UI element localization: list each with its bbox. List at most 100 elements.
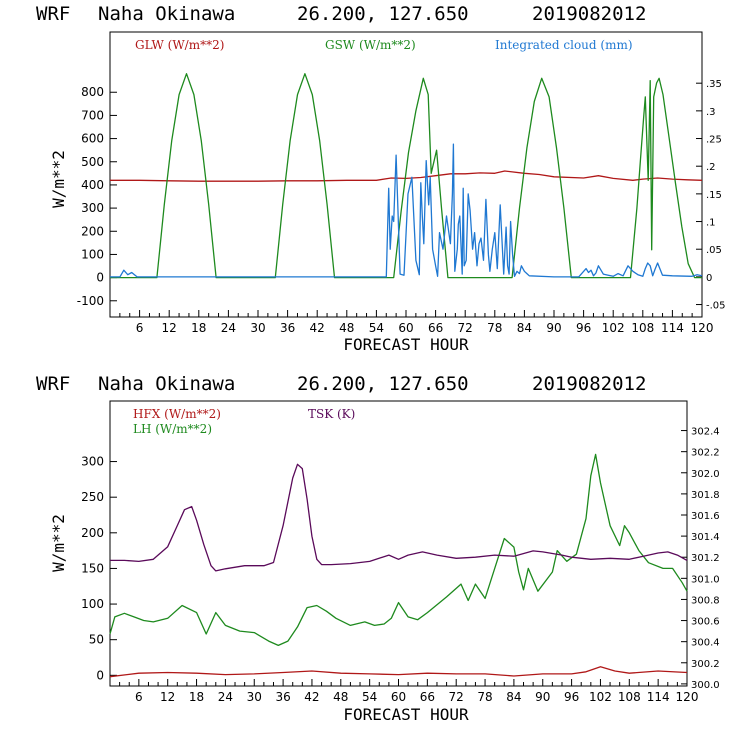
panel2-frame: 6 12 18 24 30 36 42 48 54 60 66 72 78 84 90 96 102 108 114… (81, 400, 720, 704)
panel2-x-tick-label: 30 (247, 690, 262, 704)
panel2-y-axis-label: W/m**2 (49, 514, 68, 572)
panel2-y2-tick-label: 300.4 (691, 638, 720, 649)
panel2-header-run: 2019082012 (532, 373, 646, 395)
panel1-x-tick-label: 114 (661, 321, 684, 335)
panel1-x-axis-label: FORECAST HOUR (343, 335, 469, 354)
panel1-y-axis-label: W/m**2 (49, 150, 68, 208)
panel1-y2-tick-label: .1 (706, 218, 716, 229)
panel1-y-tick-label: 500 (81, 155, 104, 169)
panel1-y2-tick-label: .35 (706, 79, 722, 90)
panel1-x-tick-label: 120 (691, 321, 714, 335)
panel1-y2-tick-label: 0 (706, 273, 712, 284)
panel1-x-tick-label: 18 (191, 321, 206, 335)
panel1-x-tick-label: 72 (458, 321, 473, 335)
panel1-header-model: WRF (36, 3, 70, 25)
panel1-y2-tick-label: .2 (706, 162, 716, 173)
panel1-x-tick-label: 108 (631, 321, 654, 335)
panel2-x-tick-label: 18 (189, 690, 204, 704)
panel1-y2-tick-label: .25 (706, 135, 722, 146)
panel1-y2-ticks: -.05 0 .05 .1 .15 .2 .25 .3 .35 (696, 79, 726, 312)
panel2-y-tick-label: 50 (89, 633, 104, 647)
panel2-x-ticks: 6 12 18 24 30 36 42 48 54 60 66 72 78 84 90 96 102 108 114… (119, 679, 699, 704)
panel2-x-tick-label: 48 (333, 690, 348, 704)
panel1-x-tick-label: 36 (280, 321, 295, 335)
panel2-y2-tick-label: 300.6 (691, 617, 720, 628)
panel1-x-tick-label: 30 (250, 321, 265, 335)
panel2-plot-box (109, 400, 688, 687)
panel2-x-tick-label: 114 (647, 690, 670, 704)
panel2-x-tick-label: 12 (160, 690, 175, 704)
panel2-x-tick-label: 84 (506, 690, 521, 704)
panel1-x-tick-label: 96 (576, 321, 591, 335)
panel2-header-model: WRF (36, 373, 70, 395)
panel2-y-ticks: 0 50 100 150 200 250 300 (81, 455, 117, 682)
panel1-y-tick-label: -100 (77, 294, 104, 308)
panel2-y-tick-label: 100 (81, 597, 104, 611)
panel2-x-axis-label: FORECAST HOUR (343, 705, 469, 724)
panel2-x-tick-label: 6 (135, 690, 143, 704)
panel2-series-lh (109, 453, 688, 647)
panel2-x-tick-label: 96 (564, 690, 579, 704)
panel1-x-tick-label: 6 (136, 321, 144, 335)
panel1-y-tick-label: 700 (81, 108, 104, 122)
panel2-x-tick-label: 60 (391, 690, 406, 704)
panel1-x-tick-label: 84 (517, 321, 532, 335)
panel2-x-tick-label: 36 (275, 690, 290, 704)
panel2-y2-tick-label: 302.4 (691, 427, 720, 438)
panel1-y-tick-label: 100 (81, 247, 104, 261)
panel2-x-tick-label: 54 (362, 690, 377, 704)
panel2-y2-tick-label: 300.0 (691, 680, 720, 691)
panel2-y-tick-label: 250 (81, 490, 104, 504)
panel2-x-tick-label: 108 (618, 690, 641, 704)
panel1-header-coords: 26.200, 127.650 (297, 3, 469, 25)
panel2-y2-tick-label: 301.4 (691, 532, 720, 543)
panel2-x-tick-label: 78 (477, 690, 492, 704)
panel1-y-tick-label: 200 (81, 224, 104, 238)
panel2-header-location: Naha Okinawa (98, 373, 235, 395)
panel2-x-tick-label: 90 (535, 690, 550, 704)
panel2-x-tick-label: 102 (589, 690, 612, 704)
panel2-y2-tick-label: 302.0 (691, 469, 720, 480)
panel1-y2-tick-label: .3 (706, 107, 716, 118)
panel1-x-tick-label: 66 (428, 321, 443, 335)
panel1-x-tick-label: 48 (339, 321, 354, 335)
panel1-x-tick-label: 24 (221, 321, 236, 335)
panel1-y-tick-label: 0 (96, 271, 104, 285)
panel1-x-tick-label: 42 (310, 321, 325, 335)
panel2-header-coords: 26.200, 127.650 (297, 373, 469, 395)
panel1-y2-tick-label: -.05 (706, 301, 726, 312)
panel2-x-tick-label: 66 (420, 690, 435, 704)
panel1-x-tick-label: 12 (162, 321, 177, 335)
panel2-legend-lh: LH (W/m**2) (133, 422, 212, 436)
panel2-series (109, 453, 688, 678)
panel2-y-tick-label: 0 (96, 668, 104, 682)
panel1-x-tick-label: 102 (602, 321, 625, 335)
panel2-x-tick-label: 120 (676, 690, 699, 704)
panel1-legend-cloud: Integrated cloud (mm) (495, 38, 633, 52)
panel2-x-tick-label: 72 (449, 690, 464, 704)
panel1-y-tick-label: 300 (81, 201, 104, 215)
panel1-legend-gsw: GSW (W/m**2) (325, 38, 416, 52)
panel2-y2-tick-label: 301.6 (691, 511, 720, 522)
panel2-x-tick-label: 42 (304, 690, 319, 704)
panel-heat-flux: WRF Naha Okinawa 26.200, 127.650 2019082… (36, 373, 720, 724)
panel2-y-tick-label: 150 (81, 561, 104, 575)
panel1-y-tick-label: 600 (81, 132, 104, 146)
panel2-y2-ticks: 300.0 300.2 300.4 300.6 300.8 301.0 301.2 301.4… (681, 427, 720, 691)
panel-radiation-cloud: WRF Naha Okinawa 26.200, 127.650 2019082… (36, 3, 726, 354)
panel2-y2-tick-label: 301.8 (691, 490, 720, 501)
panel2-series-tsk (110, 463, 688, 572)
panel2-series-hfx (109, 666, 688, 678)
panel2-y2-tick-label: 301.2 (691, 553, 720, 564)
panel1-y-tick-label: 400 (81, 178, 104, 192)
panel1-y-tick-label: 800 (81, 85, 104, 99)
panel2-y2-tick-label: 300.8 (691, 595, 720, 606)
panel2-y-tick-label: 300 (81, 455, 104, 469)
panel2-x-tick-label: 24 (218, 690, 233, 704)
panel2-legend-tsk: TSK (K) (308, 407, 355, 421)
panel1-y2-tick-label: .05 (706, 245, 722, 256)
panel2-y2-tick-label: 300.2 (691, 659, 720, 670)
panel1-header-location: Naha Okinawa (98, 3, 235, 25)
panel1-x-tick-label: 60 (398, 321, 413, 335)
